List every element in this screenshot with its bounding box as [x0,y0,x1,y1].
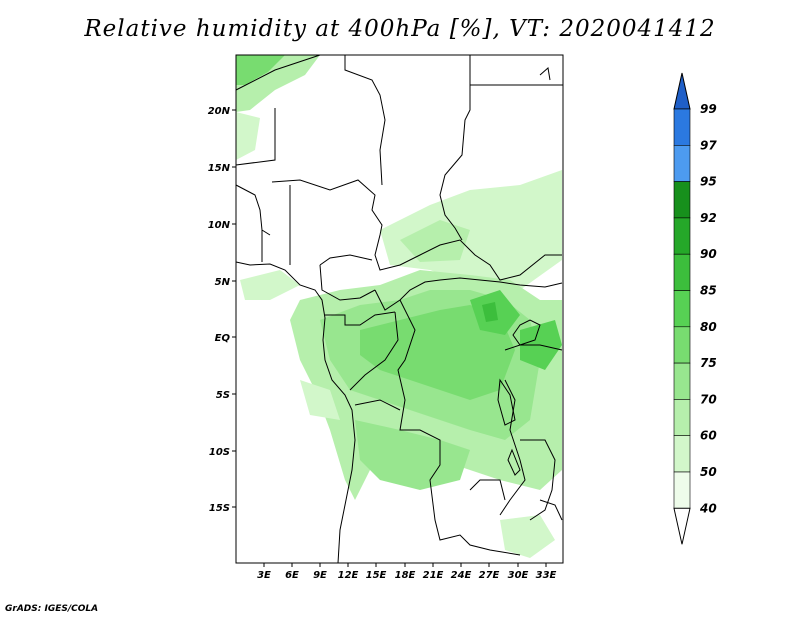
lon-label: 24E [451,570,472,581]
colorbar-segment [673,290,691,328]
colorbar-segment [673,145,691,182]
map-frame [235,54,564,564]
lon-label: 27E [479,570,500,581]
colorbar-label: 80 [700,320,717,334]
colorbar-segment [673,253,691,291]
longitude-labels: 3E 6E 9E 12E 15E 18E 21E 24E 27E 30E 33E [257,570,556,581]
map-title: Relative humidity at 400hPa [%], VT: 202… [84,16,716,42]
lat-label: 5S [216,390,230,401]
lat-label: 10S [209,447,230,458]
colorbar-label: 97 [700,138,717,152]
colorbar-bottom-arrow [673,507,691,545]
colorbar-label: 50 [700,465,717,479]
colorbar-segment [673,326,691,364]
colorbar-segment [673,471,691,509]
lon-label: 18E [395,570,416,581]
colorbar-segment [673,362,691,400]
colorbar-segment [673,399,691,436]
colorbar-label: 85 [700,284,717,298]
colorbar-label: 99 [700,102,717,116]
lon-label: 30E [508,570,529,581]
lat-label: 10N [208,220,231,231]
lon-label: 33E [536,570,557,581]
colorbar-label: 90 [700,247,717,261]
lat-label: EQ [215,333,231,344]
lat-label: 15N [208,163,231,174]
lat-label: 5N [215,277,231,288]
colorbar-label: 95 [700,175,717,189]
colorbar-label: 40 [699,501,717,515]
colorbar-label: 92 [700,211,717,225]
lon-label: 9E [313,570,327,581]
colorbar-segment [673,435,691,473]
colorbar-label: 70 [700,392,717,406]
lon-label: 6E [285,570,299,581]
lat-label: 15S [209,503,230,514]
colorbar-top-arrow [673,72,691,110]
colorbar-label: 60 [700,429,717,443]
lat-ticks [232,109,236,508]
colorbar-segment [673,181,691,219]
lon-ticks [263,563,547,567]
humidity-shading [236,55,562,558]
country-boundaries [235,54,563,564]
lon-label: 12E [338,570,359,581]
latitude-labels: 20N 15N 10N 5N EQ 5S 10S 15S [208,106,231,514]
lon-label: 15E [366,570,387,581]
colorbar-label: 75 [700,356,717,370]
colorbar: 99 97 95 92 90 85 80 75 70 60 50 40 [673,72,717,545]
lon-label: 21E [423,570,444,581]
lon-label: 3E [257,570,271,581]
colorbar-segment [673,217,691,255]
grads-credit: GrADS: IGES/COLA [5,604,99,614]
colorbar-segment [673,108,691,146]
lat-label: 20N [208,106,231,117]
